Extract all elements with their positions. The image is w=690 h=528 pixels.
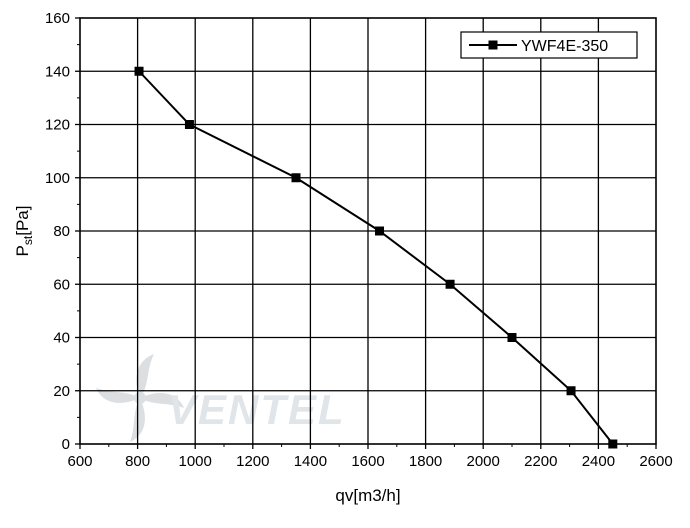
- data-point: [566, 386, 576, 396]
- x-tick-label: 1000: [179, 453, 212, 470]
- grid: [80, 18, 656, 444]
- data-point: [608, 439, 618, 449]
- plot-frame: [79, 17, 657, 445]
- legend: YWF4E-350: [460, 31, 638, 59]
- legend-label: YWF4E-350: [521, 38, 608, 55]
- tick-labels: 600 800 1000 1200 1400 1600 1800 2000 2200 2400 26…: [45, 10, 673, 470]
- x-tick-label: 1600: [351, 453, 384, 470]
- y-axis-title-suffix: [Pa]: [13, 206, 32, 236]
- data-point: [445, 279, 455, 289]
- y-tick-label: 20: [53, 383, 70, 400]
- series-line: [138, 70, 614, 445]
- y-tick-label: 160: [45, 10, 70, 27]
- axes: [75, 17, 657, 449]
- x-tick-label: 600: [67, 453, 92, 470]
- y-tick-label: 60: [53, 276, 70, 293]
- y-tick-label: 80: [53, 223, 70, 240]
- data-point: [375, 226, 385, 236]
- legend-marker-swatch: [488, 40, 498, 50]
- data-point: [291, 173, 301, 183]
- series: [134, 66, 618, 449]
- y-tick-label: 100: [45, 170, 70, 187]
- x-tick-label: 1800: [409, 453, 442, 470]
- y-tick-label: 140: [45, 63, 70, 80]
- y-axis-title-main: P: [13, 245, 32, 256]
- y-tick-label: 120: [45, 117, 70, 134]
- data-point: [184, 120, 194, 129]
- y-axis-title: Pst[Pa]: [13, 206, 35, 257]
- x-tick-label: 1200: [236, 453, 269, 470]
- y-tick-label: 0: [62, 436, 70, 453]
- watermark-logo: VENTEL: [96, 354, 346, 442]
- x-tick-label: 2000: [467, 453, 500, 470]
- x-tick-label: 2200: [524, 453, 557, 470]
- x-axis-title: qv[m3/h]: [335, 486, 400, 505]
- data-point: [507, 333, 517, 342]
- x-tick-label: 2600: [639, 453, 672, 470]
- x-tick-label: 1400: [294, 453, 327, 470]
- watermark-wordmark: VENTEL: [168, 386, 346, 433]
- fan-blade-icon: [96, 354, 184, 442]
- legend-box: [460, 31, 638, 59]
- data-point: [134, 66, 144, 76]
- x-tick-label: 800: [125, 453, 150, 470]
- y-tick-label: 40: [53, 330, 70, 347]
- x-tick-label: 2400: [582, 453, 615, 470]
- y-axis-title-sub: st: [21, 235, 35, 245]
